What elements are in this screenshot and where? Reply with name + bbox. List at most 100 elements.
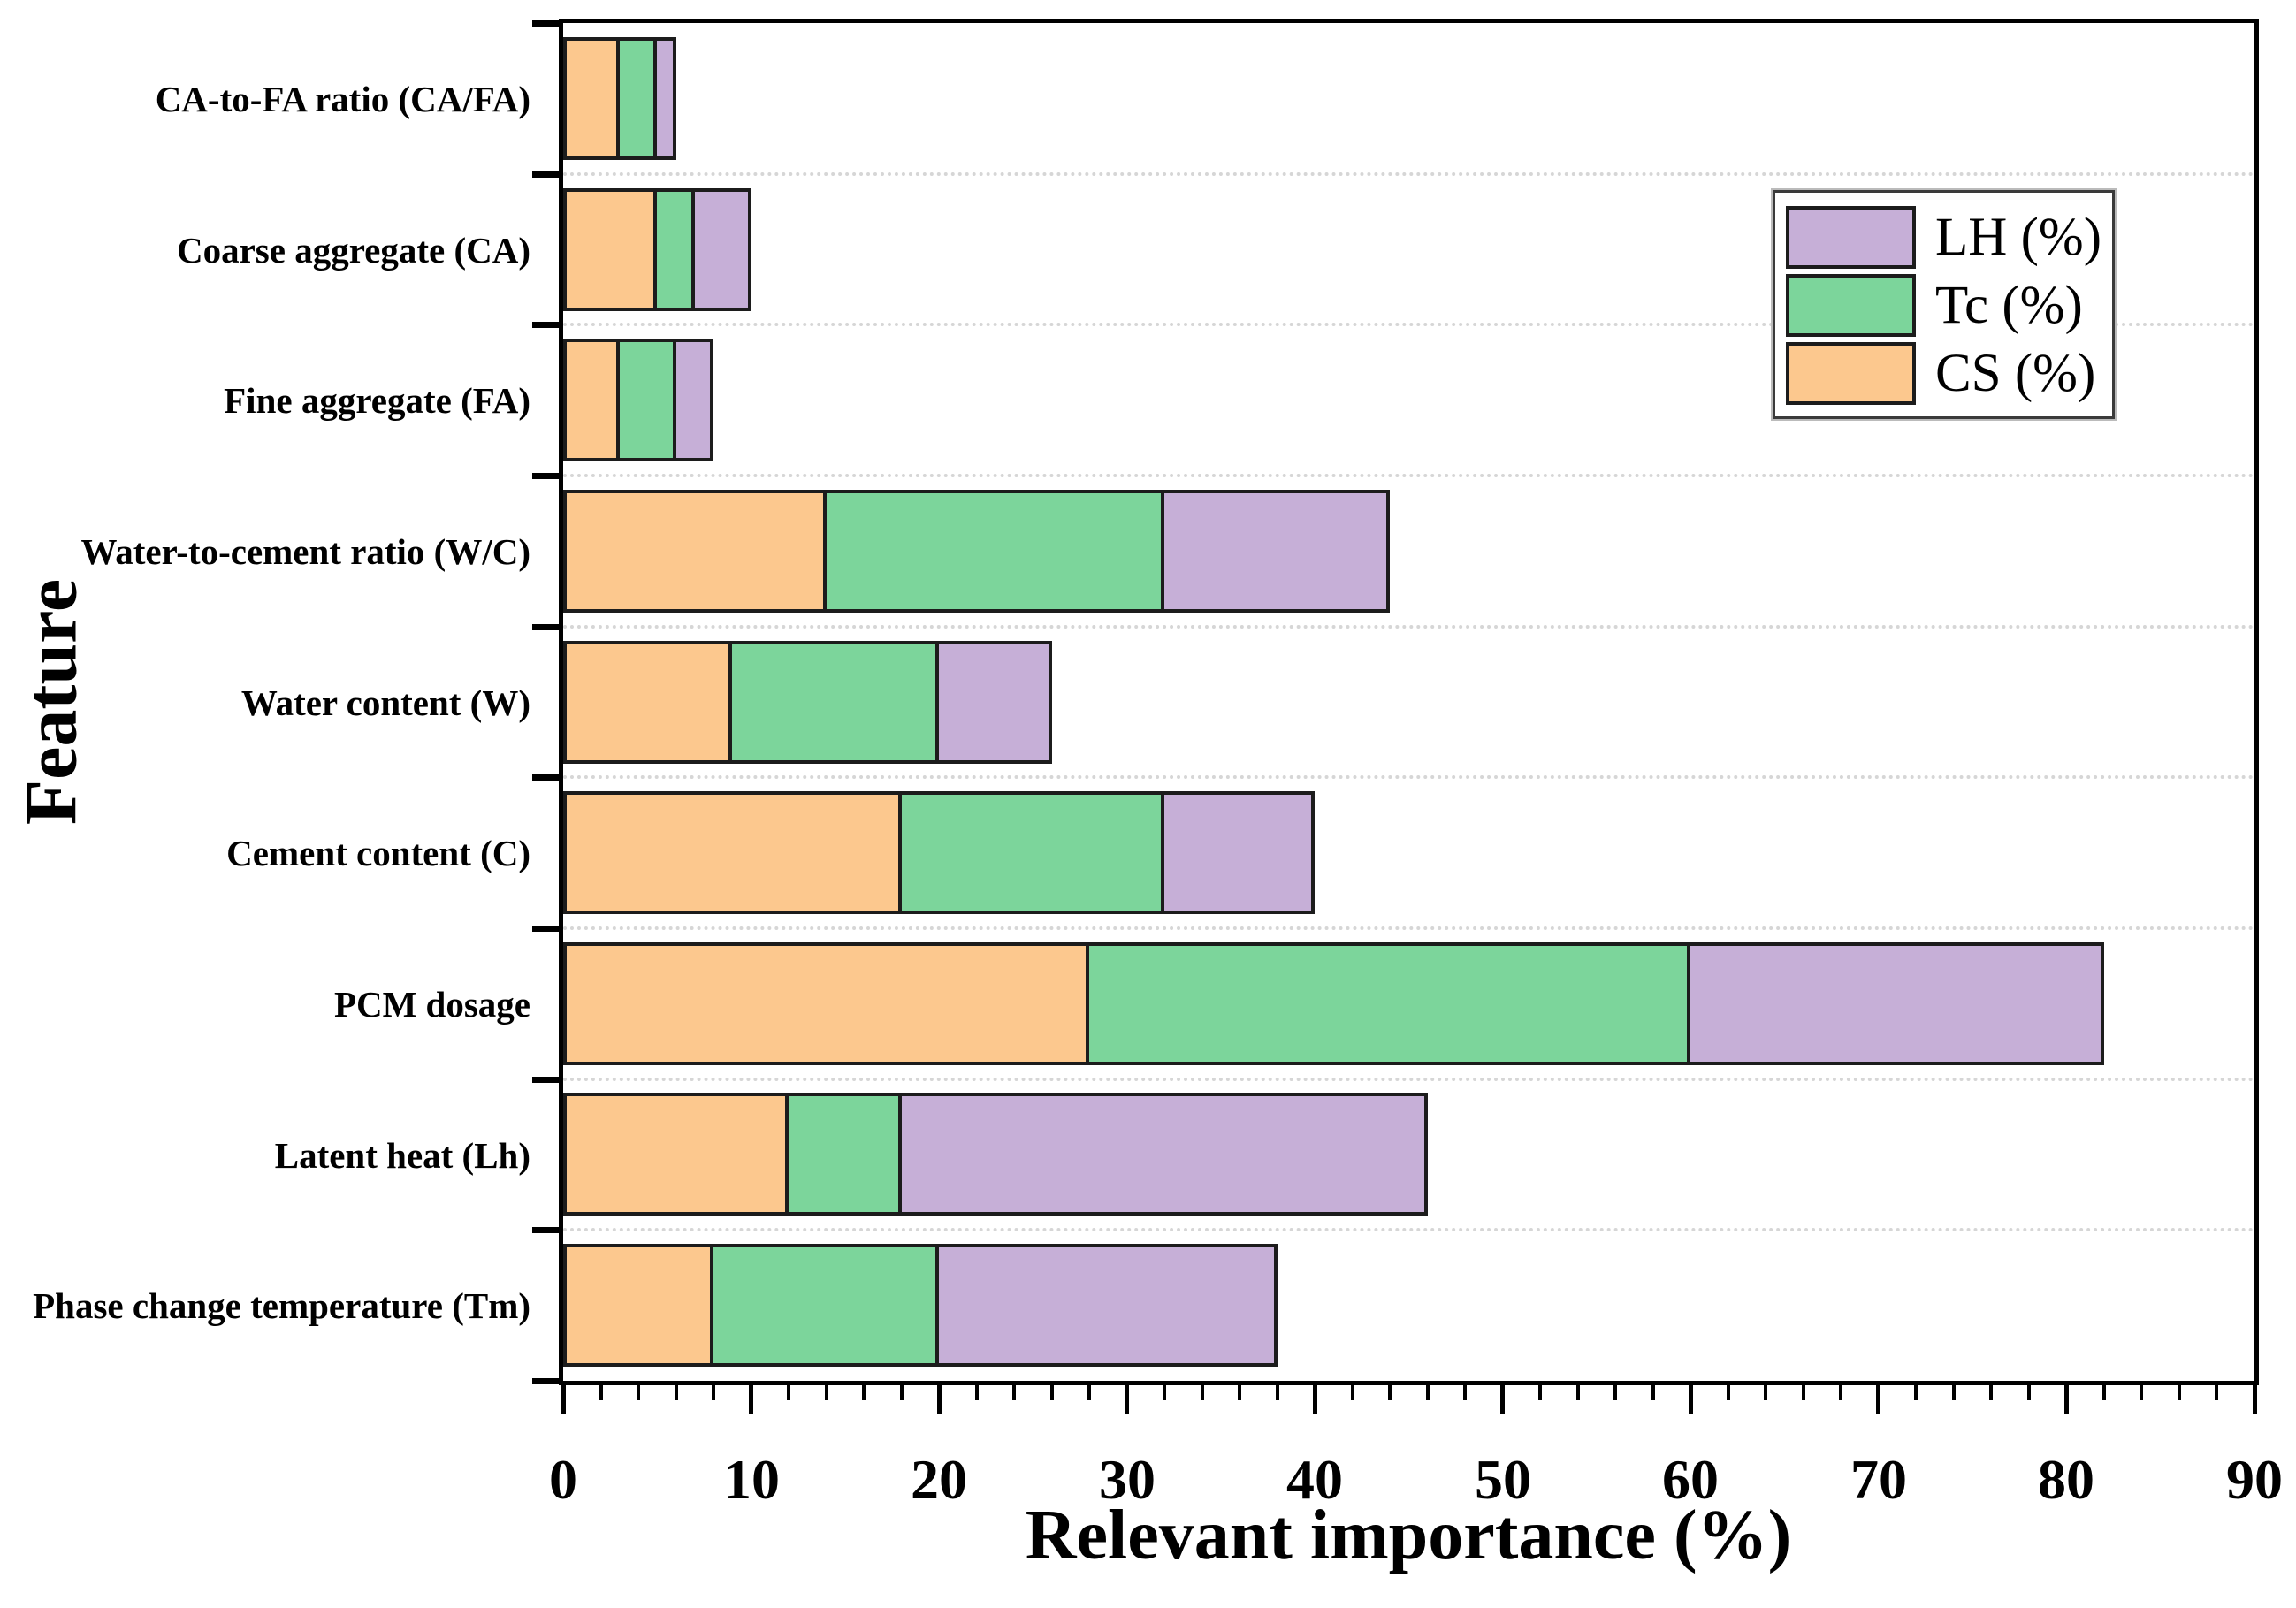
x-axis-minor-tick	[712, 1385, 715, 1400]
x-axis-minor-tick	[1952, 1385, 1956, 1400]
y-axis-tick	[532, 624, 559, 630]
y-axis-tick	[532, 322, 559, 328]
bar-row	[563, 942, 2254, 1065]
bar-segment	[616, 339, 676, 461]
grid-line	[563, 1228, 2254, 1231]
category-label: Water-to-cement ratio (W/C)	[80, 530, 530, 572]
bar-segment	[691, 188, 751, 311]
x-axis-major-tick	[561, 1385, 566, 1414]
x-axis-minor-tick	[2027, 1385, 2031, 1400]
legend-row: CS (%)	[1786, 339, 2112, 408]
legend-label: Tc (%)	[1935, 276, 2083, 335]
x-axis-minor-tick	[1238, 1385, 1241, 1400]
x-axis-minor-tick	[1463, 1385, 1467, 1400]
y-axis-tick	[532, 1077, 559, 1083]
legend-swatch	[1786, 274, 1916, 337]
bar-segment	[710, 1244, 939, 1367]
x-axis-minor-tick	[1426, 1385, 1430, 1400]
bar-row	[563, 490, 2254, 613]
x-axis-major-tick	[749, 1385, 753, 1414]
x-axis-minor-tick	[1576, 1385, 1580, 1400]
bar-segment	[653, 37, 676, 160]
legend-label: CS (%)	[1935, 344, 2096, 403]
bar-segment	[898, 791, 1164, 914]
x-axis-minor-tick	[862, 1385, 866, 1400]
x-tick-label: 90	[2226, 1448, 2283, 1511]
bar-row	[563, 791, 2254, 914]
x-axis-major-tick	[937, 1385, 942, 1414]
bar-row	[563, 339, 2254, 461]
x-axis-minor-tick	[1651, 1385, 1655, 1400]
bar-segment	[823, 490, 1164, 613]
y-axis-tick	[532, 1227, 559, 1233]
x-axis-minor-tick	[1388, 1385, 1392, 1400]
bar-segment	[563, 339, 620, 461]
bar-row	[563, 641, 2254, 764]
category-label: Coarse aggregate (CA)	[177, 229, 530, 271]
x-axis-minor-tick	[2215, 1385, 2218, 1400]
y-axis-tick	[532, 473, 559, 479]
grid-line	[563, 474, 2254, 477]
x-axis-minor-tick	[1613, 1385, 1617, 1400]
x-axis-minor-tick	[1050, 1385, 1054, 1400]
x-axis-minor-tick	[1201, 1385, 1204, 1400]
grid-line	[563, 625, 2254, 629]
x-axis-minor-tick	[2102, 1385, 2106, 1400]
legend-row: LH (%)	[1786, 203, 2112, 271]
x-axis-minor-tick	[1914, 1385, 1918, 1400]
x-tick-label: 80	[2038, 1448, 2094, 1511]
x-axis-major-tick	[1125, 1385, 1129, 1414]
legend-swatch	[1786, 206, 1916, 269]
x-axis-minor-tick	[975, 1385, 979, 1400]
x-tick-label: 10	[723, 1448, 780, 1511]
x-axis-minor-tick	[2140, 1385, 2143, 1400]
x-axis-major-tick	[1689, 1385, 1693, 1414]
bar-segment	[563, 1244, 713, 1367]
bar-segment	[616, 37, 657, 160]
category-label: Latent heat (Lh)	[274, 1134, 530, 1176]
legend-swatch	[1786, 342, 1916, 405]
y-axis-tick	[532, 20, 559, 27]
bar-segment	[935, 641, 1052, 764]
x-tick-label: 30	[1099, 1448, 1156, 1511]
bar-segment	[563, 641, 732, 764]
x-axis-minor-tick	[675, 1385, 678, 1400]
x-axis-minor-tick	[1727, 1385, 1730, 1400]
x-axis-title: Relevant importance (%)	[1025, 1497, 1792, 1574]
x-axis-major-tick	[1500, 1385, 1505, 1414]
legend-row: Tc (%)	[1786, 271, 2112, 339]
grid-line	[563, 1078, 2254, 1081]
category-label: Cement content (C)	[226, 832, 530, 873]
grid-line	[563, 775, 2254, 779]
bar-segment	[673, 339, 713, 461]
y-axis-tick	[532, 171, 559, 178]
x-tick-label: 0	[549, 1448, 577, 1511]
bar-segment	[785, 1093, 902, 1216]
x-axis-major-tick	[2253, 1385, 2257, 1414]
x-axis-minor-tick	[1989, 1385, 1993, 1400]
x-axis-minor-tick	[1802, 1385, 1805, 1400]
bar-segment	[1086, 942, 1690, 1065]
bar-row	[563, 37, 2254, 160]
x-axis-minor-tick	[637, 1385, 640, 1400]
x-axis-minor-tick	[1087, 1385, 1091, 1400]
x-tick-label: 40	[1286, 1448, 1343, 1511]
bar-row	[563, 1244, 2254, 1367]
x-axis-minor-tick	[599, 1385, 603, 1400]
grid-line	[563, 926, 2254, 930]
legend: LH (%) Tc (%) CS (%)	[1771, 188, 2117, 421]
bar-segment	[935, 1244, 1278, 1367]
bar-segment	[1687, 942, 2104, 1065]
bar-segment	[563, 188, 657, 311]
x-axis-minor-tick	[1351, 1385, 1354, 1400]
bar-segment	[728, 641, 939, 764]
category-label: Water content (W)	[240, 682, 530, 723]
x-axis-major-tick	[1313, 1385, 1317, 1414]
legend-label: LH (%)	[1935, 208, 2102, 267]
bar-segment	[563, 37, 620, 160]
x-tick-label: 50	[1475, 1448, 1531, 1511]
x-axis-minor-tick	[1163, 1385, 1166, 1400]
grid-line	[563, 323, 2254, 326]
x-axis-minor-tick	[1012, 1385, 1016, 1400]
category-label: Phase change temperature (Tm)	[33, 1284, 530, 1326]
